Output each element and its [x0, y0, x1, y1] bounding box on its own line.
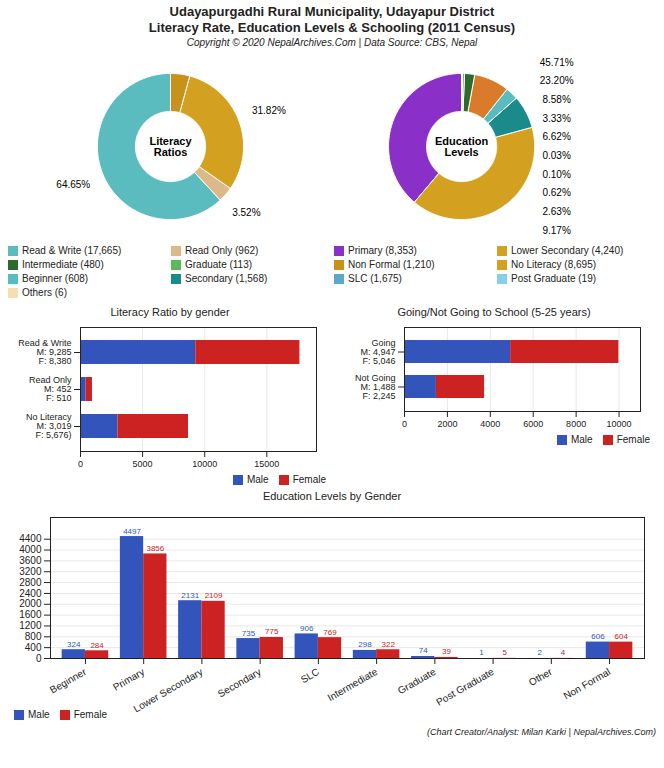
html-text:SLC (1,675): SLC (1,675) — [348, 273, 402, 284]
svg-text:2800: 2800 — [19, 577, 42, 588]
svg-text:298: 298 — [358, 640, 372, 649]
svg-text:1200: 1200 — [19, 620, 42, 631]
svg-text:5000: 5000 — [133, 459, 153, 469]
html-text:(Chart Creator/Analyst: Milan: (Chart Creator/Analyst: Milan Karki | Ne… — [427, 727, 656, 737]
html-text:Copyright © 2020 NepalArchives: Copyright © 2020 NepalArchives.Com | Dat… — [186, 37, 478, 48]
svg-text:3600: 3600 — [19, 555, 42, 566]
svg-text:906: 906 — [300, 624, 314, 633]
svg-text:3856: 3856 — [146, 544, 164, 553]
svg-text:4000: 4000 — [480, 419, 500, 429]
svg-text:9.17%: 9.17% — [542, 225, 570, 236]
svg-text:Other: Other — [527, 666, 555, 688]
svg-text:0.03%: 0.03% — [542, 150, 570, 161]
svg-text:23.20%: 23.20% — [540, 75, 574, 86]
html-text:Male: Male — [28, 709, 50, 720]
svg-text:2.63%: 2.63% — [542, 206, 570, 217]
svg-text:324: 324 — [67, 640, 81, 649]
svg-text:39: 39 — [442, 647, 451, 656]
svg-text:4400: 4400 — [19, 533, 42, 544]
svg-text:604: 604 — [615, 632, 629, 641]
svg-text:15000: 15000 — [254, 459, 279, 469]
html-text:Male: Male — [247, 474, 269, 485]
svg-text:Graduate: Graduate — [396, 666, 438, 697]
html-text:Udayapurgadhi Rural Municipali: Udayapurgadhi Rural Municipality, Udayap… — [169, 4, 495, 19]
html-text:Male: Male — [571, 434, 593, 445]
svg-text:45.71%: 45.71% — [540, 57, 574, 68]
svg-text:400: 400 — [25, 642, 42, 653]
html-text:Literacy Ratio by gender: Literacy Ratio by gender — [110, 306, 230, 318]
svg-text:8.58%: 8.58% — [542, 94, 570, 105]
html-text:Female: Female — [616, 434, 650, 445]
svg-text:1600: 1600 — [19, 609, 42, 620]
svg-text:5: 5 — [503, 648, 508, 657]
html-text:Beginner (608): Beginner (608) — [22, 273, 89, 284]
svg-text:10000: 10000 — [192, 459, 217, 469]
svg-text:Read & WriteM: 9,285F: 8,380: Read & WriteM: 9,285F: 8,380 — [18, 338, 71, 366]
svg-text:No LiteracyM: 3,019F: 5,676): No LiteracyM: 3,019F: 5,676) — [26, 412, 72, 440]
svg-text:LiteracyRatios: LiteracyRatios — [149, 135, 192, 158]
svg-text:3.52%: 3.52% — [232, 207, 260, 218]
svg-text:8000: 8000 — [566, 419, 586, 429]
svg-text:10000: 10000 — [607, 419, 632, 429]
html-text:Education Levels by Gender: Education Levels by Gender — [262, 490, 402, 502]
svg-text:Read OnlyM: 452F: 510: Read OnlyM: 452F: 510 — [29, 375, 72, 403]
svg-text:0.10%: 0.10% — [542, 169, 570, 180]
svg-text:6.62%: 6.62% — [542, 131, 570, 142]
html-text:Intermediate (480): Intermediate (480) — [22, 259, 104, 270]
html-text:Female: Female — [292, 474, 326, 485]
svg-text:0: 0 — [402, 419, 407, 429]
html-text:No Literacy (8,695): No Literacy (8,695) — [511, 259, 596, 270]
svg-text:769: 769 — [323, 628, 337, 637]
html-text:Lower Secondary (4,240): Lower Secondary (4,240) — [511, 245, 624, 256]
svg-text:2000: 2000 — [437, 419, 457, 429]
svg-text:Beginner: Beginner — [48, 666, 89, 696]
svg-text:1: 1 — [479, 648, 484, 657]
svg-text:4: 4 — [561, 648, 566, 657]
svg-text:606: 606 — [591, 632, 605, 641]
svg-text:0: 0 — [36, 653, 42, 664]
svg-text:0: 0 — [78, 459, 83, 469]
svg-text:Not GoingM: 1,488F: 2,245: Not GoingM: 1,488F: 2,245 — [355, 373, 396, 401]
svg-text:775: 775 — [265, 627, 279, 636]
svg-text:GoingM: 4,947F: 5,046: GoingM: 4,947F: 5,046 — [360, 338, 395, 366]
svg-text:SLC: SLC — [299, 666, 321, 685]
html-text:Secondary (1,568): Secondary (1,568) — [185, 273, 268, 284]
svg-text:4497: 4497 — [123, 527, 141, 536]
html-text:Graduate (113): Graduate (113) — [185, 259, 253, 270]
svg-text:Lower Secondary: Lower Secondary — [132, 666, 205, 714]
html-text:Post Graduate (19): Post Graduate (19) — [511, 273, 596, 284]
svg-text:735: 735 — [242, 629, 256, 638]
html-text:Female: Female — [73, 709, 107, 720]
svg-text:Primary: Primary — [111, 666, 146, 693]
svg-text:0.62%: 0.62% — [542, 187, 570, 198]
html-text:Non Formal (1,210): Non Formal (1,210) — [348, 259, 435, 270]
svg-text:3.33%: 3.33% — [542, 113, 570, 124]
svg-text:Intermediate: Intermediate — [326, 666, 380, 704]
html-text:Others (6): Others (6) — [22, 287, 67, 298]
svg-text:3200: 3200 — [19, 566, 42, 577]
svg-text:EducationLevels: EducationLevels — [435, 135, 488, 158]
svg-text:Post Graduate: Post Graduate — [434, 666, 496, 708]
svg-text:2109: 2109 — [205, 591, 223, 600]
html-text:Going/Not Going to School (5-2: Going/Not Going to School (5-25 years) — [397, 306, 591, 318]
svg-text:31.82%: 31.82% — [252, 105, 286, 116]
svg-text:2: 2 — [537, 648, 542, 657]
html-text:Literacy Rate, Education Level: Literacy Rate, Education Levels & School… — [148, 20, 516, 35]
html-text:Read Only (962): Read Only (962) — [185, 245, 259, 256]
svg-text:2131: 2131 — [181, 591, 199, 600]
svg-text:322: 322 — [382, 640, 396, 649]
html-text:Read & Write (17,665): Read & Write (17,665) — [22, 245, 122, 256]
svg-text:64.65%: 64.65% — [56, 179, 90, 190]
svg-text:284: 284 — [90, 641, 104, 650]
svg-text:74: 74 — [419, 646, 428, 655]
html-text:Primary (8,353): Primary (8,353) — [348, 245, 417, 256]
svg-text:2000: 2000 — [19, 598, 42, 609]
svg-text:Non Formal: Non Formal — [561, 666, 612, 702]
svg-text:6000: 6000 — [523, 419, 543, 429]
svg-text:Secondary: Secondary — [216, 666, 263, 699]
svg-text:800: 800 — [25, 631, 42, 642]
svg-text:4000: 4000 — [19, 544, 42, 555]
svg-text:2400: 2400 — [19, 588, 42, 599]
